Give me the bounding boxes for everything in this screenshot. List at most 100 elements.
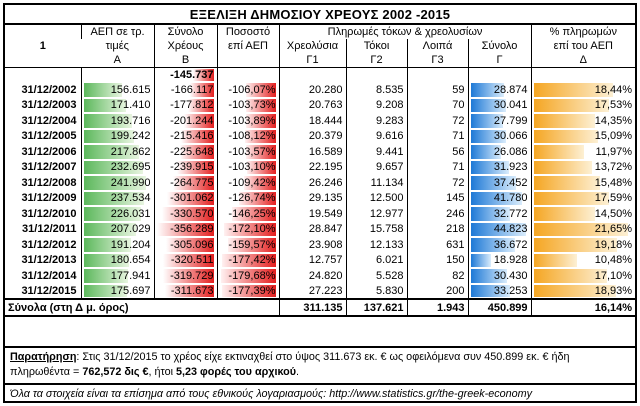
pct-cell: -177,42% — [216, 252, 279, 268]
pay-pct-cell-bar — [533, 191, 610, 205]
pct-cell-bar — [246, 160, 276, 174]
total-cell-bar — [470, 269, 507, 283]
total-cell: 37.452 — [467, 175, 532, 191]
amort-cell: 23.908 — [278, 237, 346, 253]
pct-cell-value: -146,25% — [228, 207, 276, 220]
other-cell: 631 — [406, 237, 468, 253]
gdp-cell-value: 191.204 — [110, 238, 151, 251]
amort-cell: 16.589 — [278, 144, 346, 160]
gdp-cell-bar — [83, 160, 143, 174]
interest-cell-value: 5.528 — [375, 269, 404, 282]
gdp-cell-bar — [83, 114, 133, 128]
gdp-cell-bar — [83, 207, 142, 221]
pct-cell-bar — [244, 176, 276, 190]
total-cell-bar — [470, 83, 505, 97]
amort-cell-value: 20.280 — [308, 83, 343, 96]
table-row: 31/12/2006 217.862 -225.648 -103,57% 16.589 9… — [5, 144, 636, 160]
interest-cell: 12.977 — [345, 206, 407, 222]
debt-cell-bar — [164, 284, 214, 297]
pct-cell-value: -108,12% — [228, 130, 276, 143]
row-date: 31/12/2009 — [5, 191, 81, 207]
gdp-cell: 226.031 — [80, 206, 154, 222]
gdp-cell: 177.941 — [80, 268, 154, 284]
pay-pct-cell-value: 18,44% — [594, 83, 633, 96]
page-title: ΕΞΕΛΙΞΗ ΔΗΜΟΣΙΟΥ ΧΡΕΟΥΣ 2002 -2015 — [5, 5, 635, 25]
debt-cell-bar — [172, 176, 214, 190]
note-text-a: : Στις 31/12/2015 το χρέος είχε εκτιναχθ… — [10, 351, 570, 378]
pct-cell-bar — [232, 207, 276, 221]
total-cell-bar — [470, 207, 510, 221]
gdp-cell: 237.534 — [80, 190, 154, 206]
amort-cell: 18.444 — [278, 113, 346, 129]
pay-pct-cell-bar — [533, 222, 629, 236]
row-date: 31/12/2003 — [5, 98, 81, 114]
amort-cell-value: 27.223 — [308, 284, 343, 297]
interest-cell: 12.133 — [345, 237, 407, 253]
gdp-cell: 199.242 — [80, 128, 154, 144]
amort-cell-value: 26.246 — [308, 176, 343, 189]
interest-cell-value: 11.134 — [370, 176, 404, 189]
amort-cell-value: 29.135 — [308, 192, 343, 205]
pay-pct-cell-value: 15,09% — [594, 130, 633, 143]
row-date-value: 31/12/2006 — [21, 145, 77, 158]
pct-cell: -106,07% — [216, 82, 279, 98]
interest-cell-value: 9.657 — [375, 161, 404, 174]
table-row: 31/12/2010 226.031 -330.570 -146,25% 19.549 1… — [5, 206, 636, 222]
code-pct — [216, 53, 279, 67]
total-cell-bar — [470, 114, 503, 128]
header-gdp-sub: τιμές — [105, 40, 129, 52]
row-date-value: 31/12/2005 — [21, 130, 77, 143]
debt-cell-value: -311.673 — [170, 284, 214, 297]
other-cell: 70 — [406, 97, 468, 113]
gdp-cell-value: 156.615 — [110, 83, 151, 96]
row-date-value: 31/12/2014 — [21, 269, 77, 282]
debt-cell: -166.117 — [153, 82, 217, 98]
interest-cell-value: 9.441 — [375, 145, 404, 158]
interest-cell-value: 6.021 — [375, 254, 404, 267]
interest-cell: 11.134 — [345, 175, 407, 191]
pay-pct-cell-bar — [533, 176, 600, 190]
header-other: Λοιπά — [406, 39, 468, 53]
debt-cell: -330.570 — [153, 206, 217, 222]
total-cell-bar — [470, 160, 509, 174]
row-date: 31/12/2002 — [5, 82, 81, 98]
row-date-value: 31/12/2013 — [21, 254, 77, 267]
amort-cell: 26.246 — [278, 175, 346, 191]
debt-cell: -301.062 — [153, 190, 217, 206]
pay-pct-cell-bar — [533, 284, 616, 297]
total-cell-value: 33.253 — [493, 284, 528, 297]
gdp-cell: 171.410 — [80, 97, 154, 113]
code-b: Β — [153, 53, 217, 67]
amort-cell: 12.757 — [278, 252, 346, 268]
total-cell-bar — [470, 253, 492, 267]
table-row: 31/12/2013 180.654 -320.511 -177,42% 12.757 6… — [5, 252, 636, 268]
pay-pct-cell: 17,53% — [530, 97, 636, 113]
pay-pct-cell-value: 14,35% — [594, 114, 633, 127]
gdp-cell: 156.615 — [80, 82, 154, 98]
pct-cell: -126,74% — [216, 190, 279, 206]
note-text-c: . — [296, 366, 300, 378]
row-date: 31/12/2012 — [5, 237, 81, 253]
table-row: 31/12/2003 171.410 -177.812 -103,73% 20.763 9… — [5, 97, 636, 114]
other-cell-value: 59 — [452, 83, 465, 96]
pct-cell: -103,73% — [216, 97, 279, 113]
gdp-cell-value: 177.941 — [110, 269, 151, 282]
total-cell-value: 36.672 — [493, 238, 528, 251]
debt-cell: -264.775 — [153, 175, 217, 191]
interest-cell: 9.283 — [345, 113, 407, 129]
row-date: 31/12/2005 — [5, 129, 81, 145]
interest-cell-value: 8.535 — [375, 83, 404, 96]
header-debt-sub: Χρέους — [153, 39, 217, 53]
pct-cell: -103,10% — [216, 159, 279, 175]
debt-cell-bar — [161, 207, 214, 221]
debt-cell-value: -201.244 — [170, 114, 214, 127]
interest-cell: 12.500 — [345, 190, 407, 206]
total-cell-value: 28.874 — [493, 83, 528, 96]
other-cell: 56 — [406, 144, 468, 160]
total-cell-value: 18.928 — [493, 254, 528, 267]
total-cell: 30.041 — [467, 97, 532, 113]
interest-cell-value: 9.208 — [375, 99, 404, 112]
debt-cell: -201.244 — [153, 113, 217, 129]
interest-cell: 9.441 — [345, 144, 407, 160]
note-text-b: , ήτοι — [148, 366, 177, 378]
